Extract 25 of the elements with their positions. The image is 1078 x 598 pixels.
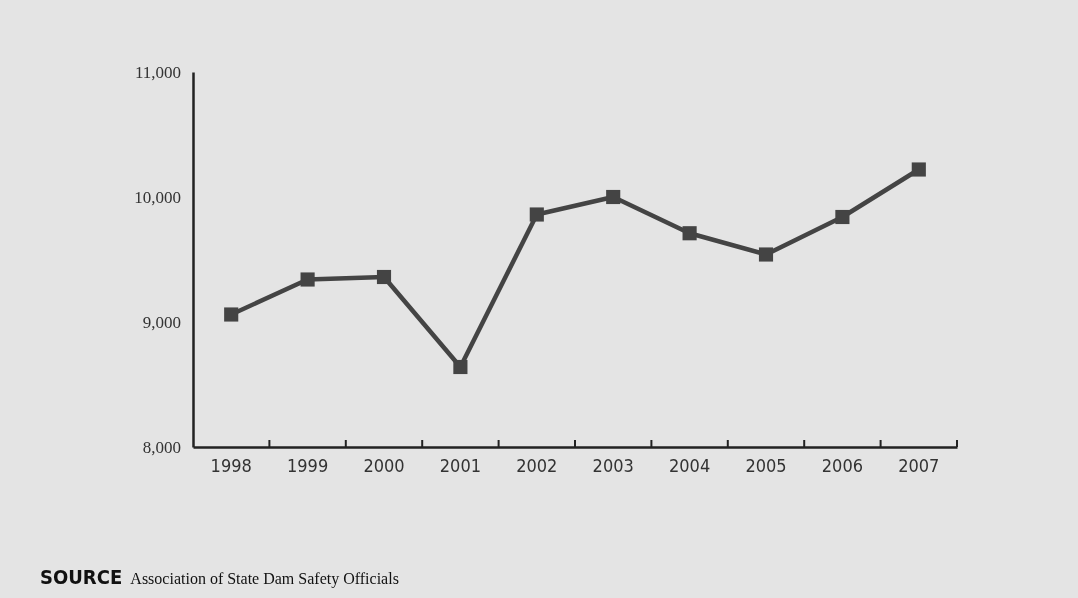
point [376, 269, 392, 285]
y-tick-label: 10,000 [134, 187, 181, 207]
x-tick-label: 1998 [210, 454, 252, 476]
point [453, 359, 468, 375]
y-tick-label: 11,000 [134, 62, 181, 82]
x-tick-label: 2000 [363, 454, 405, 476]
point [682, 226, 697, 241]
point [835, 209, 850, 225]
y-tick-label: 8,000 [142, 437, 181, 457]
x-tick-label: 2003 [592, 454, 634, 476]
source-note: SOURCE Association of State Dam Safety Officials [40, 565, 399, 589]
x-tick-label: 2005 [745, 454, 787, 476]
x-tick-label: 2002 [516, 454, 558, 476]
point [911, 162, 926, 177]
x-tick-label: 2007 [898, 454, 940, 476]
x-tick-label: 2001 [439, 454, 481, 476]
point [758, 247, 774, 262]
point [300, 272, 315, 287]
y-tick-label: 9,000 [142, 312, 181, 332]
point [606, 189, 621, 205]
x-tick-label: 2004 [669, 454, 711, 476]
point [224, 307, 239, 322]
point [529, 207, 544, 222]
x-tick-label: 2006 [821, 454, 863, 476]
x-tick-label: 1999 [287, 454, 329, 476]
